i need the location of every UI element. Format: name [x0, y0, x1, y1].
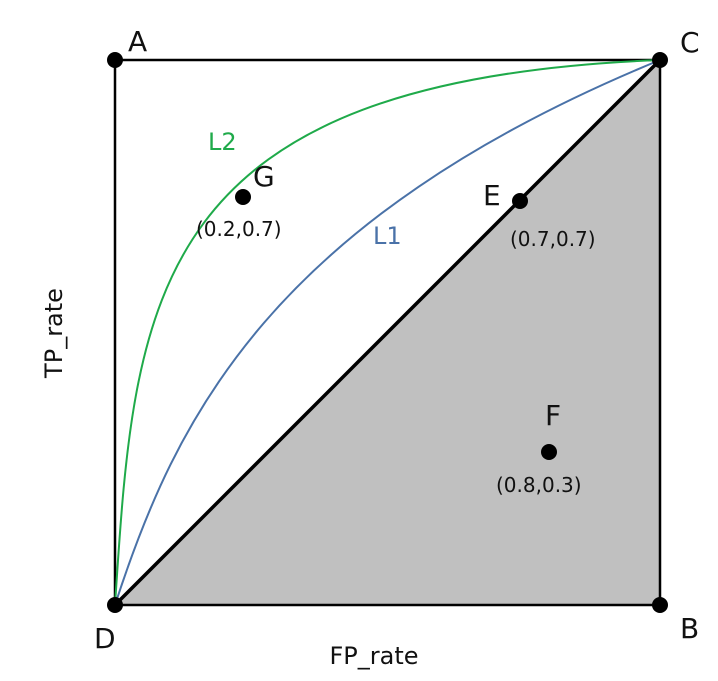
point-f-coord: (0.8,0.3) [496, 473, 582, 497]
point-f-dot [541, 444, 557, 460]
y-axis-label: TP_rate [40, 288, 68, 379]
point-g-coord: (0.2,0.7) [196, 217, 282, 241]
corner-b-label: B [680, 612, 699, 645]
corner-d-label: D [94, 622, 116, 655]
curve-l2-label: L2 [208, 128, 237, 156]
curve-l1 [114, 59, 661, 606]
point-e-label: E [483, 179, 501, 212]
corner-d-dot [107, 597, 123, 613]
curve-l2 [114, 59, 661, 606]
corner-c-label: C [680, 26, 700, 59]
curve-l1-label: L1 [373, 222, 402, 250]
corner-a-label: A [128, 25, 147, 58]
point-e-coord: (0.7,0.7) [510, 227, 596, 251]
x-axis-label: FP_rate [329, 642, 418, 670]
diagonal-line [113, 58, 662, 607]
point-g-label: G [253, 160, 275, 193]
point-g-dot [235, 189, 251, 205]
point-e-dot [512, 193, 528, 209]
corner-b-dot [652, 597, 668, 613]
unit-square-frame [113, 58, 662, 607]
point-f-label: F [545, 399, 561, 432]
corner-c-dot [652, 52, 668, 68]
corner-a-dot [107, 52, 123, 68]
